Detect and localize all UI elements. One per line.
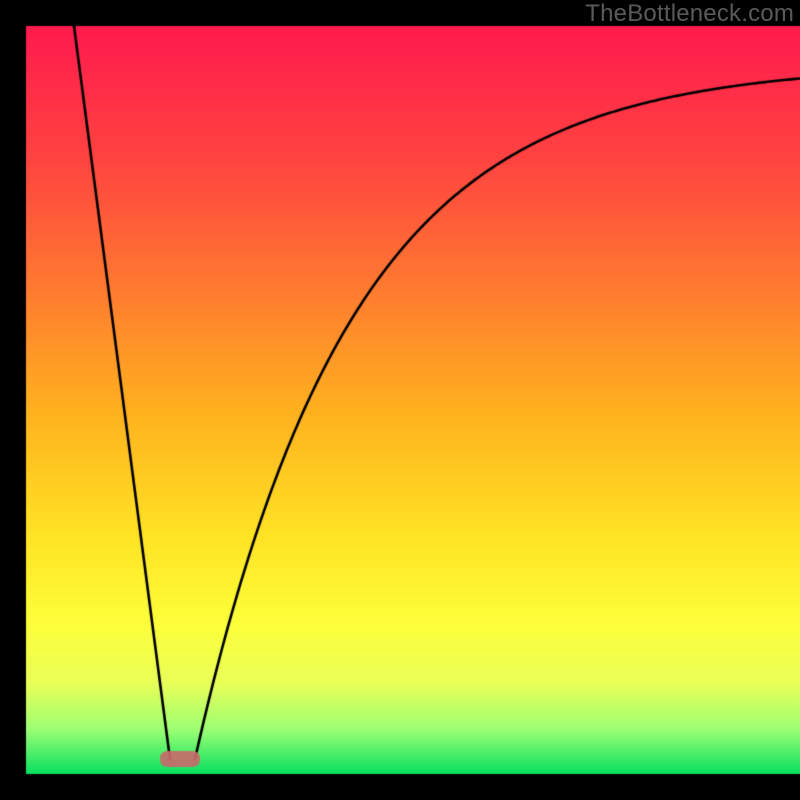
bottleneck-chart xyxy=(0,0,800,800)
chart-container: TheBottleneck.com xyxy=(0,0,800,800)
